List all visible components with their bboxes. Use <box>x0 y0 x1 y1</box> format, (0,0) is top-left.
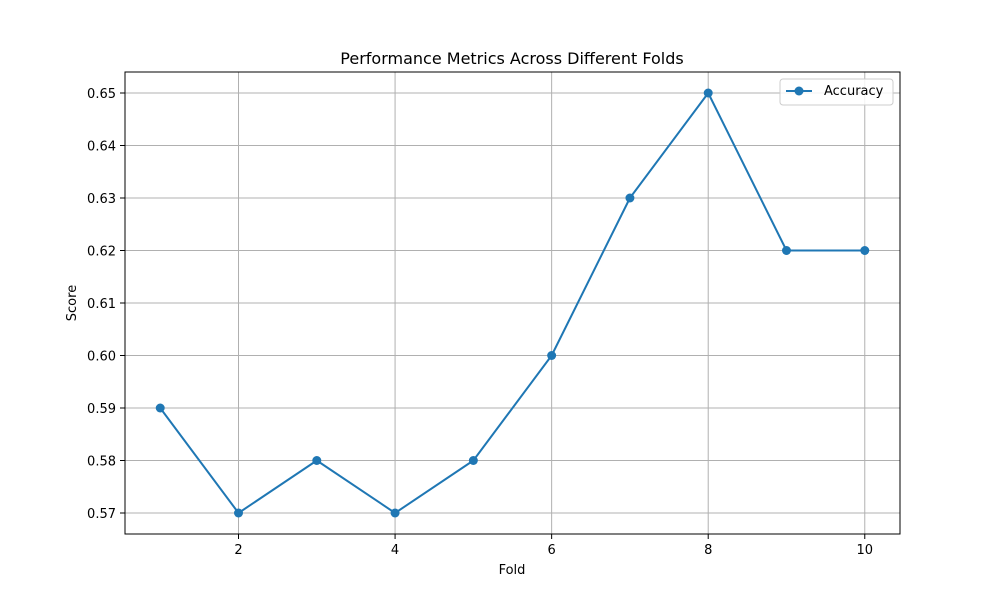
x-tick-label: 10 <box>856 543 873 558</box>
y-tick-label: 0.63 <box>87 192 116 207</box>
data-point-accuracy <box>860 246 870 255</box>
y-tick-label: 0.59 <box>87 402 116 417</box>
y-tick-label: 0.64 <box>87 140 116 155</box>
data-point-accuracy <box>625 193 635 203</box>
y-tick-label: 0.62 <box>87 245 116 260</box>
data-point-accuracy <box>155 403 165 413</box>
x-tick-label: 6 <box>548 543 556 558</box>
grid-layer <box>125 72 900 534</box>
series-layer <box>155 88 870 518</box>
y-tick-label: 0.60 <box>87 350 116 365</box>
data-point-accuracy <box>312 456 322 465</box>
legend-marker-accuracy <box>794 86 804 96</box>
x-axis-title: Fold <box>499 563 526 578</box>
data-point-accuracy <box>781 246 791 255</box>
data-point-accuracy <box>703 88 713 98</box>
legend-label-accuracy: Accuracy <box>824 84 884 99</box>
y-tick-label: 0.58 <box>87 455 116 470</box>
data-point-accuracy <box>234 508 244 518</box>
y-axis-title: Score <box>65 285 80 321</box>
x-tick-label: 2 <box>234 543 242 558</box>
series-line-accuracy <box>159 92 865 514</box>
legend: Accuracy <box>779 78 894 106</box>
x-tick-label: 4 <box>391 543 399 558</box>
x-tick-label: 8 <box>704 543 712 558</box>
y-tick-label: 0.65 <box>87 87 116 102</box>
data-point-accuracy <box>547 351 557 360</box>
data-point-accuracy <box>390 508 400 518</box>
ticks-layer: 2 4 6 8 10 0.57 0.58 0.59 0.60 0.61 0.62 0.63 0.64 0.… <box>87 87 873 558</box>
data-point-accuracy <box>468 456 478 465</box>
y-tick-label: 0.61 <box>87 297 116 312</box>
legend-box <box>779 78 894 106</box>
chart-title: Performance Metrics Across Different Fol… <box>340 49 683 68</box>
y-tick-label: 0.57 <box>87 507 116 522</box>
